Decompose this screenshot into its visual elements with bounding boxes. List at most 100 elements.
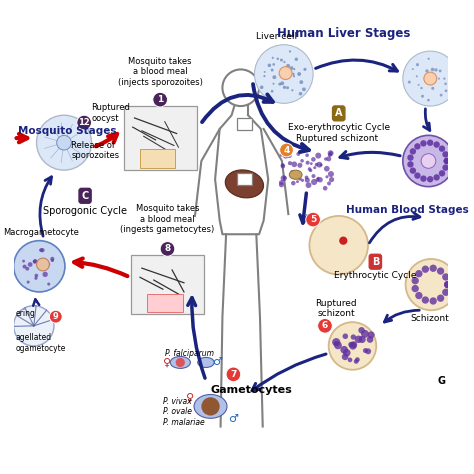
Circle shape [276,57,279,60]
Circle shape [434,68,438,72]
Circle shape [427,176,433,182]
Circle shape [286,64,290,68]
Circle shape [403,51,458,106]
Circle shape [334,341,338,346]
Circle shape [311,179,317,185]
Circle shape [293,68,295,70]
Circle shape [367,331,374,338]
Circle shape [306,182,311,188]
Circle shape [281,175,287,181]
Circle shape [313,166,316,169]
FancyBboxPatch shape [237,173,252,185]
Circle shape [46,262,50,266]
Circle shape [411,285,419,292]
Circle shape [339,237,347,245]
Circle shape [415,270,422,277]
Circle shape [361,330,369,338]
Circle shape [316,178,319,182]
Circle shape [299,92,302,95]
Text: A: A [335,109,343,118]
Circle shape [28,262,33,267]
Circle shape [295,57,298,61]
FancyBboxPatch shape [124,106,197,170]
Circle shape [358,327,365,334]
Circle shape [442,164,449,171]
Circle shape [176,358,185,367]
Circle shape [329,177,334,182]
Circle shape [348,342,354,347]
Circle shape [298,177,302,181]
Circle shape [42,260,45,263]
Circle shape [431,87,434,90]
Circle shape [255,45,313,103]
Text: Mosquito takes
a blood meal
(injects sporozoites): Mosquito takes a blood meal (injects spo… [118,57,202,87]
Circle shape [297,72,301,76]
Text: Ruptured schizont: Ruptured schizont [296,134,378,143]
Circle shape [416,63,419,66]
Circle shape [290,66,293,70]
Text: 4: 4 [283,146,290,155]
Circle shape [359,336,366,343]
Circle shape [305,175,309,179]
Text: Liver cell: Liver cell [256,32,297,41]
Circle shape [33,259,37,263]
Circle shape [36,258,49,271]
Ellipse shape [170,356,191,368]
Text: Mosquito takes
a blood meal
(ingests gametocytes): Mosquito takes a blood meal (ingests gam… [120,204,215,234]
Circle shape [414,143,420,150]
Text: ♀: ♀ [164,357,172,367]
Circle shape [283,86,286,89]
Circle shape [445,90,447,92]
Circle shape [324,157,328,161]
Circle shape [355,336,362,343]
Circle shape [342,354,348,360]
Circle shape [439,70,442,73]
Circle shape [332,338,340,346]
Circle shape [281,164,285,168]
Circle shape [36,115,91,170]
Circle shape [14,241,65,292]
Circle shape [343,333,348,339]
Text: Mosquito Stages: Mosquito Stages [18,126,117,136]
Circle shape [279,67,292,80]
Circle shape [273,82,274,85]
Circle shape [412,68,414,70]
Circle shape [264,75,265,77]
Circle shape [47,283,50,286]
Circle shape [440,94,443,97]
Circle shape [317,177,319,180]
Circle shape [292,89,293,91]
Circle shape [324,166,329,172]
Circle shape [351,334,356,340]
Circle shape [281,163,284,167]
Circle shape [279,182,284,187]
Text: Ruptured
oocyst: Ruptured oocyst [91,103,130,123]
Circle shape [309,169,312,172]
Ellipse shape [289,170,302,179]
Circle shape [291,181,296,185]
Circle shape [292,162,297,167]
Circle shape [420,87,423,89]
Circle shape [39,248,43,252]
Circle shape [22,260,25,263]
Circle shape [433,174,440,181]
Circle shape [354,359,358,364]
Circle shape [424,72,437,85]
Circle shape [410,167,416,174]
Circle shape [444,281,451,288]
Circle shape [283,61,285,63]
Circle shape [327,182,331,185]
Circle shape [318,177,323,182]
Circle shape [414,173,420,179]
Text: Schizont: Schizont [410,314,449,323]
Circle shape [271,90,273,92]
Circle shape [422,296,429,304]
Circle shape [272,57,274,59]
Ellipse shape [198,357,214,367]
Circle shape [311,174,316,178]
FancyBboxPatch shape [139,149,175,168]
Text: C: C [82,191,89,201]
Circle shape [429,264,437,272]
Circle shape [433,141,440,148]
Circle shape [35,273,38,277]
